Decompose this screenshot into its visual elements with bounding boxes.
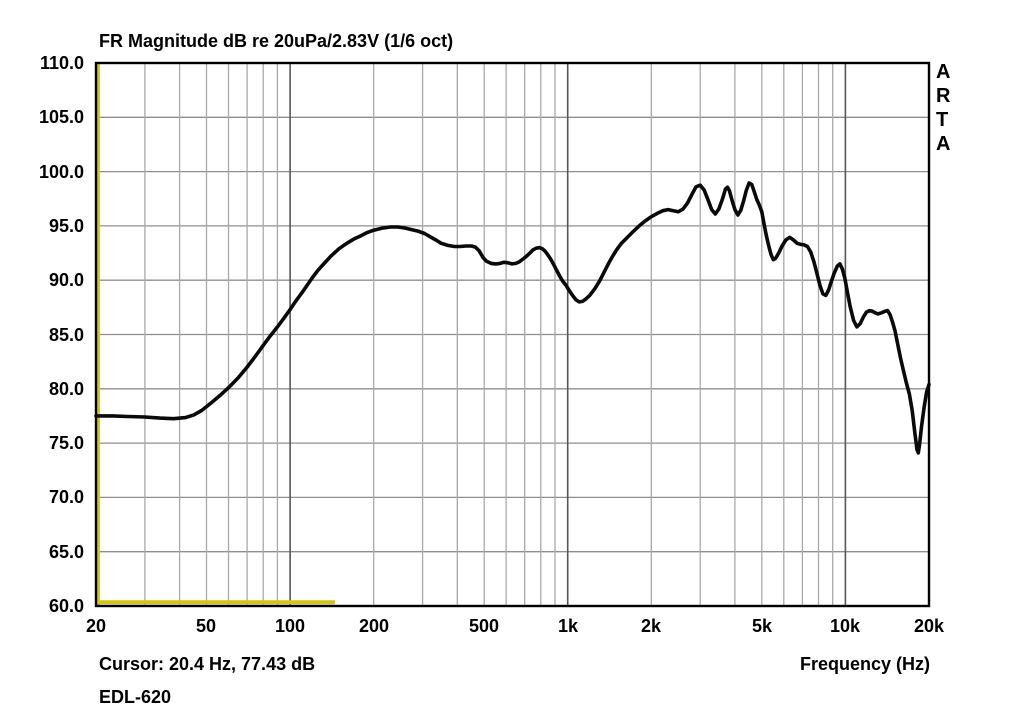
watermark-letter: A	[936, 133, 951, 155]
x-tick-label: 5k	[751, 616, 773, 636]
x-tick-label: 50	[195, 616, 217, 636]
fr-curve	[94, 181, 931, 455]
x-tick-label: 20k	[913, 616, 945, 636]
watermark-letter: A	[936, 61, 951, 83]
y-tick-label: 105.0	[38, 107, 84, 127]
x-tick-label: 10k	[829, 616, 861, 636]
chart-title: FR Magnitude dB re 20uPa/2.83V (1/6 oct)	[99, 31, 454, 51]
x-tick-label: 20	[85, 616, 107, 636]
x-tick-label: 100	[274, 616, 306, 636]
y-tick-label: 60.0	[48, 596, 84, 616]
watermark-letter: T	[936, 109, 949, 131]
watermark-letter: R	[936, 85, 951, 107]
x-axis-title: Frequency (Hz)	[799, 654, 930, 674]
y-tick-label: 70.0	[48, 487, 84, 507]
x-tick-label: 1k	[557, 616, 579, 636]
y-tick-label: 95.0	[48, 216, 84, 236]
x-tick-label: 2k	[640, 616, 662, 636]
y-tick-label: 90.0	[48, 270, 84, 290]
y-tick-label: 80.0	[48, 379, 84, 399]
plot-frame	[94, 61, 931, 608]
x-tick-label: 200	[358, 616, 390, 636]
y-tick-label: 100.0	[38, 162, 84, 182]
y-tick-label: 65.0	[48, 542, 84, 562]
y-tick-label: 75.0	[48, 433, 84, 453]
cursor-readout: Cursor: 20.4 Hz, 77.43 dB	[99, 654, 316, 674]
device-label: EDL-620	[99, 687, 172, 707]
y-tick-label: 110.0	[39, 53, 84, 73]
y-tick-label: 85.0	[48, 325, 84, 345]
x-tick-label: 500	[468, 616, 500, 636]
